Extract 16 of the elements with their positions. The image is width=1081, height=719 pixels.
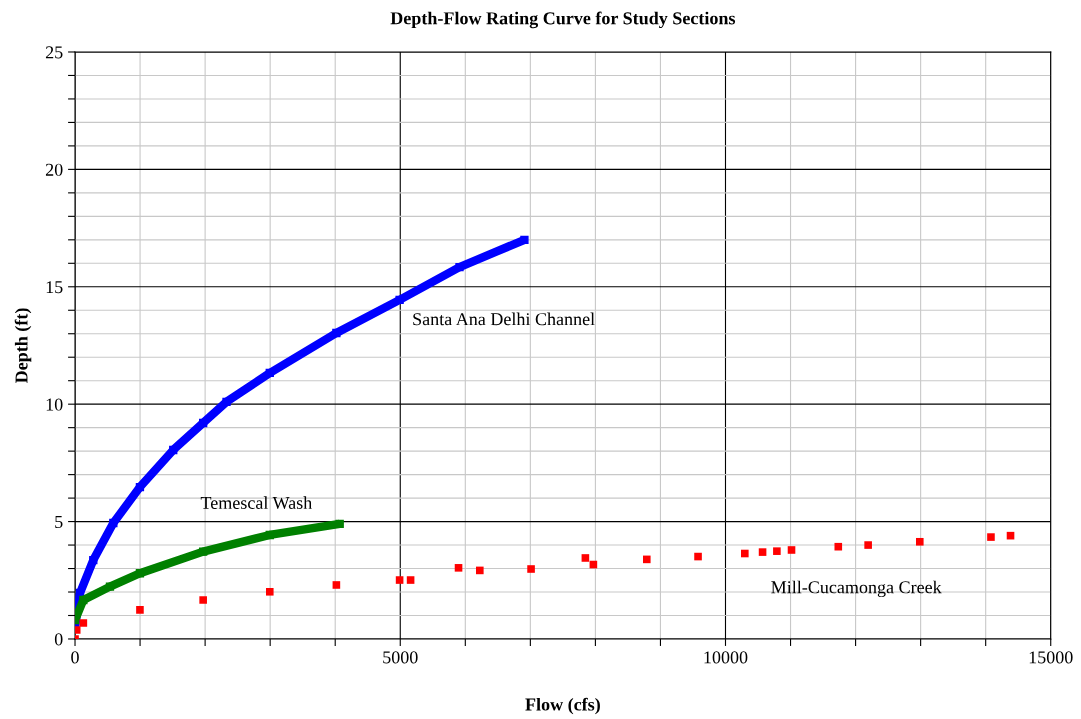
y-tick-label: 25 [45,46,63,59]
series-label: Santa Ana Delhi Channel [413,312,595,326]
x-tick-label: 5000 [383,651,418,664]
y-tick-label: 20 [45,163,63,176]
y-axis-title: Depth (ft) [14,308,32,384]
y-tick-label: 5 [55,516,63,529]
x-axis-title: Flow (cfs) [525,697,600,715]
series-label: Temescal Wash [200,496,313,510]
chart-title: Depth-Flow Rating Curve for Study Sections [390,11,736,29]
y-tick-label: 15 [46,281,63,294]
x-tick-label: 10000 [704,651,748,664]
x-tick-label: 0 [71,651,79,664]
y-tick-label: 10 [46,398,63,411]
y-tick-label: 0 [54,633,63,646]
x-tick-label: 15000 [1029,651,1073,664]
series-label: Mill-Cucamonga Creek [771,580,942,598]
